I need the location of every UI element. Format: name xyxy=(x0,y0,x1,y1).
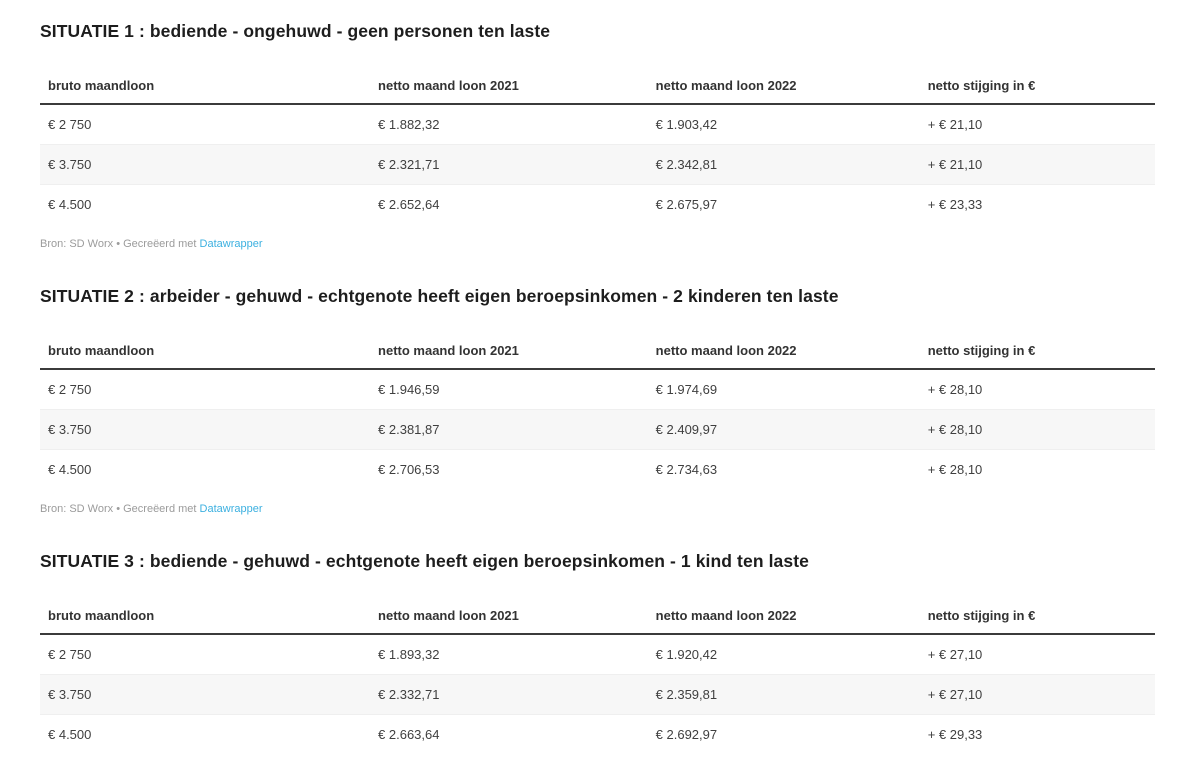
table-cell: + € 21,10 xyxy=(919,104,1155,145)
table-row: € 4.500 € 2.652,64 € 2.675,97 + € 23,33 xyxy=(40,185,1155,225)
table-cell: € 1.920,42 xyxy=(647,634,920,675)
table-cell: + € 28,10 xyxy=(919,409,1155,450)
table-cell: + € 27,10 xyxy=(919,674,1155,715)
table-cell: € 2.692,97 xyxy=(655,727,718,742)
header-row: bruto maandloon netto maand loon 2021 ne… xyxy=(40,596,1155,635)
table-cell: € 2.332,71 xyxy=(370,674,648,715)
section-situatie-3: SITUATIE 3 : bediende - gehuwd - echtgen… xyxy=(40,551,1155,754)
table-cell: € 2.652,64 xyxy=(378,197,440,212)
column-header: netto maand loon 2022 xyxy=(647,331,920,370)
table-cell: € 4.500 xyxy=(48,197,92,212)
section-title: SITUATIE 3 : bediende - gehuwd - echtgen… xyxy=(40,551,809,571)
source-line: Bron: SD Worx • Gecreëerd met Datawrappe… xyxy=(40,503,1155,515)
salary-table-2: bruto maandloon netto maand loon 2021 ne… xyxy=(40,331,1155,489)
table-row: € 2 750 € 1.946,59 € 1.974,69 + € 28,10 xyxy=(40,369,1155,410)
salary-table-1: bruto maandloon netto maand loon 2021 ne… xyxy=(40,66,1155,224)
column-header: netto stijging in € xyxy=(919,66,1155,105)
table-cell: + € 23,33 xyxy=(927,197,983,212)
table-cell: € 3.750 xyxy=(40,409,371,450)
column-header: netto maand loon 2022 xyxy=(647,596,920,635)
source-line: Bron: SD Worx • Gecreëerd met Datawrappe… xyxy=(40,238,1155,250)
datawrapper-link[interactable]: Datawrapper xyxy=(199,238,263,250)
table-cell: + € 28,10 xyxy=(919,369,1155,410)
column-header: netto stijging in € xyxy=(919,596,1155,635)
column-header: netto maand loon 2021 xyxy=(370,66,648,105)
table-row: € 4.500 € 2.663,64 € 2.692,97 + € 29,33 xyxy=(40,715,1155,755)
table-cell: € 2 750 xyxy=(40,104,371,145)
table-row: € 2 750 € 1.893,32 € 1.920,42 + € 27,10 xyxy=(40,634,1155,675)
table-row: € 3.750 € 2.332,71 € 2.359,81 + € 27,10 xyxy=(40,674,1155,715)
table-row: € 2 750 € 1.882,32 € 1.903,42 + € 21,10 xyxy=(40,104,1155,145)
table-cell: € 2.663,64 xyxy=(378,727,440,742)
table-row: € 3.750 € 2.321,71 € 2.342,81 + € 21,10 xyxy=(40,144,1155,185)
table-cell: € 2.675,97 xyxy=(655,197,718,212)
salary-table-3: bruto maandloon netto maand loon 2021 ne… xyxy=(40,596,1155,754)
column-header: bruto maandloon xyxy=(40,596,371,635)
header-row: bruto maandloon netto maand loon 2021 ne… xyxy=(40,331,1155,370)
table-cell: € 2.409,97 xyxy=(647,409,920,450)
column-header: bruto maandloon xyxy=(40,66,371,105)
table-cell: € 2.706,53 xyxy=(378,462,440,477)
section-title: SITUATIE 2 : arbeider - gehuwd - echtgen… xyxy=(40,286,839,306)
table-cell: + € 27,10 xyxy=(919,634,1155,675)
section-title: SITUATIE 1 : bediende - ongehuwd - geen … xyxy=(40,21,551,41)
source-text: Bron: SD Worx • Gecreëerd met xyxy=(40,238,200,250)
table-cell: € 3.750 xyxy=(40,674,371,715)
section-situatie-2: SITUATIE 2 : arbeider - gehuwd - echtgen… xyxy=(40,286,1155,515)
table-cell: + € 28,10 xyxy=(927,462,983,477)
column-header: netto maand loon 2021 xyxy=(370,596,648,635)
column-header: netto maand loon 2022 xyxy=(647,66,920,105)
table-cell: € 2.359,81 xyxy=(647,674,920,715)
table-cell: + € 21,10 xyxy=(919,144,1155,185)
table-cell: € 2.321,71 xyxy=(370,144,648,185)
column-header: netto stijging in € xyxy=(919,331,1155,370)
table-cell: € 1.893,32 xyxy=(370,634,648,675)
header-row: bruto maandloon netto maand loon 2021 ne… xyxy=(40,66,1155,105)
table-cell: € 4.500 xyxy=(48,727,92,742)
table-cell: € 2.381,87 xyxy=(370,409,648,450)
table-cell: + € 29,33 xyxy=(927,727,983,742)
table-cell: € 2 750 xyxy=(40,369,371,410)
table-row: € 4.500 € 2.706,53 € 2.734,63 + € 28,10 xyxy=(40,450,1155,490)
table-row: € 3.750 € 2.381,87 € 2.409,97 + € 28,10 xyxy=(40,409,1155,450)
table-cell: € 1.974,69 xyxy=(647,369,920,410)
column-header: netto maand loon 2021 xyxy=(370,331,648,370)
table-cell: € 1.903,42 xyxy=(647,104,920,145)
column-header: bruto maandloon xyxy=(40,331,371,370)
table-cell: € 2.342,81 xyxy=(647,144,920,185)
table-cell: € 1.946,59 xyxy=(370,369,648,410)
source-text: Bron: SD Worx • Gecreëerd met xyxy=(40,503,200,515)
table-cell: € 2.734,63 xyxy=(655,462,718,477)
table-cell: € 1.882,32 xyxy=(370,104,648,145)
table-cell: € 2 750 xyxy=(40,634,371,675)
table-cell: € 3.750 xyxy=(40,144,371,185)
table-cell: € 4.500 xyxy=(48,462,92,477)
datawrapper-link[interactable]: Datawrapper xyxy=(199,503,263,515)
section-situatie-1: SITUATIE 1 : bediende - ongehuwd - geen … xyxy=(40,21,1155,250)
